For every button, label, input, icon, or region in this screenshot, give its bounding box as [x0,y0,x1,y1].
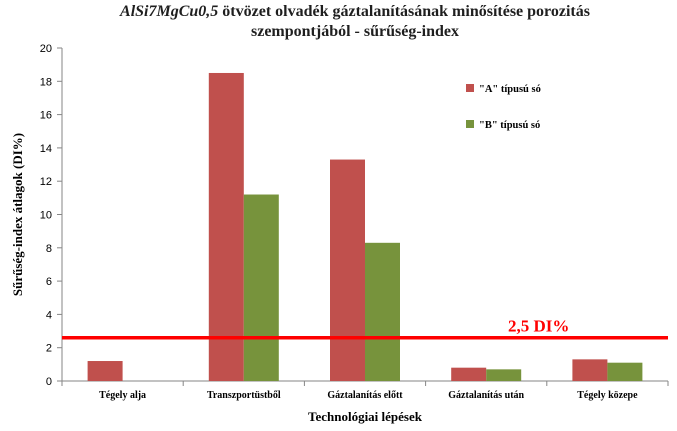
x-tick-label: Gáztalanítás után [448,390,524,401]
x-tick-label: Tégely közepe [577,390,638,401]
y-tick-label: 20 [40,43,52,55]
legend-swatch [466,84,474,92]
x-axis-title: Technológiai lépések [308,409,423,424]
bar-series2 [365,242,400,381]
chart-title-line2: szempontjából - sűrűség-index [250,23,459,40]
y-tick-label: 12 [40,176,52,188]
y-axis-title: Sűrűség-index átlagok (DI%) [10,133,25,296]
chart-title-rest: ötvözet olvadék gáztalanításának minősít… [218,3,590,20]
bar-series1 [451,367,487,381]
x-tick-label: Transzportüstből [207,390,281,401]
y-tick-label: 2 [46,343,52,355]
legend-label: "A" típusú só [479,84,541,95]
chart-title-line1: AlSi7MgCu0,5 ötvözet olvadék gáztalanítá… [60,2,650,22]
bar-series1 [208,72,244,381]
y-tick-label: 16 [40,110,52,122]
bar-series1 [572,359,608,381]
y-tick-label: 6 [46,276,52,288]
y-tick-label: 10 [40,210,52,222]
legend-label: "B" típusú só [479,120,540,131]
y-tick-label: 18 [40,76,52,88]
bar-series1 [330,159,365,381]
x-tick-label: Tégely alja [99,390,146,401]
legend-swatch [466,120,474,128]
bar-series1 [87,361,123,381]
bar-series2 [243,194,279,381]
bar-series2 [607,362,643,381]
chart-title-alloy: AlSi7MgCu0,5 [120,3,219,20]
y-tick-label: 14 [40,143,52,155]
y-tick-label: 0 [46,376,52,388]
reference-line-label: 2,5 DI% [508,317,569,336]
x-tick-label: Gáztalanítás előtt [327,390,403,401]
bar-series2 [486,369,522,381]
y-tick-label: 8 [46,243,52,255]
y-tick-label: 4 [46,309,52,321]
